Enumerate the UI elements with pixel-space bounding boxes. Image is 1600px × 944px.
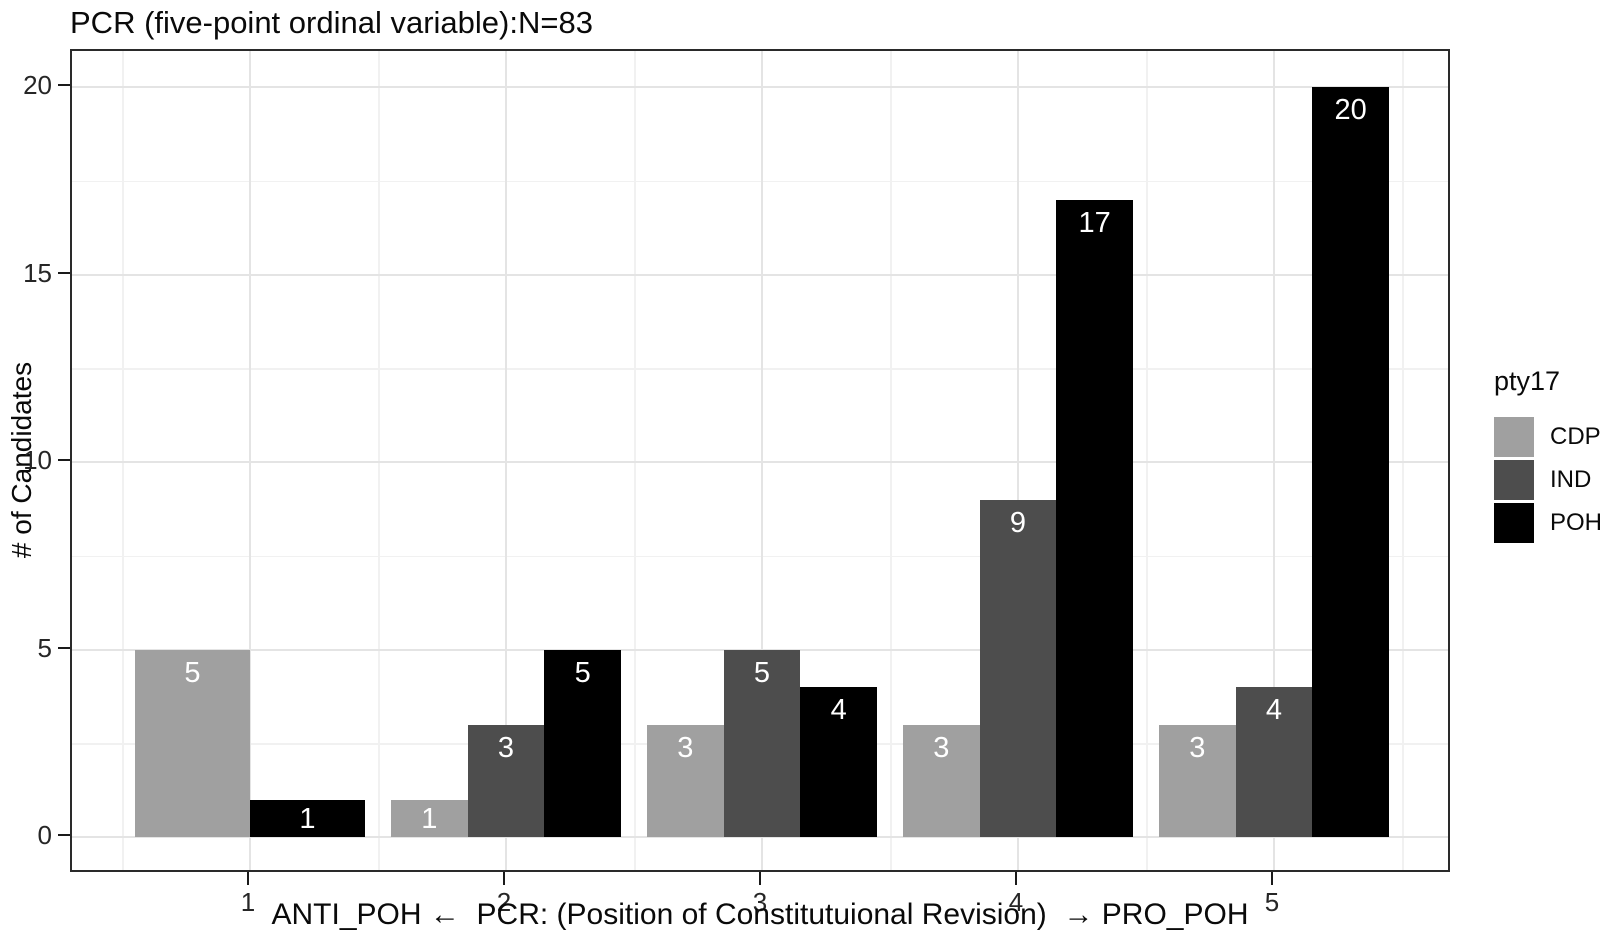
bar-value-label: 17 [1078,206,1111,239]
x-tick-label: 3 [752,887,768,917]
legend-title: pty17 [1494,366,1561,396]
legend-item-ind: IND [1494,460,1600,500]
bar-CDP-x2 [391,799,468,837]
bar-value-label: 3 [677,731,694,764]
x-tick-label: 5 [1264,887,1280,917]
bar-value-label: 5 [753,656,771,689]
bar-IND-x5 [1235,687,1313,837]
bar-CDP-x4 [903,724,980,837]
bar-CDP-x1 [135,649,250,837]
bar-value-label: 3 [933,731,950,764]
bar-value-label: 3 [497,731,515,764]
gridline-x-major [249,51,251,870]
gridline-y-major [72,86,1448,88]
x-tick-label: 1 [240,887,256,917]
bar-value-label: 3 [1189,731,1206,764]
gridline-y-minor [72,368,1448,370]
bar-value-label: 1 [421,803,438,836]
bar-value-label: 5 [184,656,201,689]
y-axis-tick [58,834,70,836]
bar-POH-x2 [544,649,621,837]
y-tick-label: 5 [37,632,52,663]
gridline-y-major [72,461,1448,463]
gridline-x-minor [378,51,380,870]
y-tick-label: 20 [23,70,52,100]
gridline-y-major [72,836,1448,838]
plot-panel: 5 1 1 3 5 3 5 4 3 9 17 3 4 20 [70,49,1450,872]
legend-swatch-ind [1494,460,1534,500]
legend-item-poh: POH [1494,503,1600,543]
gridline-x-major [1017,51,1019,870]
bar-CDP-x5 [1159,724,1236,837]
y-axis-tick [58,459,70,461]
legend-item-cdp: CDP [1494,417,1600,457]
gridline-x-major [1273,51,1275,870]
y-axis-tick [58,646,70,649]
y-tick-label: 0 [37,820,52,850]
x-axis-tick [1015,872,1017,885]
x-axis-tick [503,872,505,885]
x-tick-label: 4 [1008,887,1024,917]
gridline-y-major [72,273,1448,276]
bar-value-label: 4 [1265,694,1283,726]
y-tick-label: 10 [23,445,52,475]
gridline-x-minor [1146,51,1148,870]
y-axis-tick [58,271,70,274]
gridline-y-minor [72,555,1448,558]
y-tick-label: 15 [23,257,52,288]
bar-value-label: 20 [1334,94,1367,126]
x-axis-tick [247,872,249,885]
gridline-x-minor [890,51,892,870]
gridline-x-minor [1402,51,1404,870]
bar-value-label: 5 [574,656,591,689]
bar-POH-x4 [1056,199,1133,837]
gridline-x-minor [634,51,636,870]
bar-value-label: 4 [830,694,847,726]
gridline-x-major [505,51,507,870]
bar-value-label: 9 [1009,506,1027,539]
bar-IND-x3 [723,649,801,837]
x-tick-label: 2 [496,887,512,917]
legend-label: POH [1550,509,1600,536]
bar-POH-x3 [800,687,877,837]
gridline-x-major [761,51,763,870]
legend-label: IND [1550,466,1592,493]
bar-value-label: 1 [299,803,316,836]
bar-IND-x2 [467,724,545,837]
bar-POH-x1 [250,799,365,837]
legend-swatch-cdp [1494,417,1534,457]
bar-IND-x4 [979,499,1057,837]
gridline-x-minor [122,51,124,870]
legend-items: CDP IND POH [1494,417,1600,543]
gridline-y-minor [72,180,1448,183]
x-axis-title: ANTI_POH ← PCR: (Position of Constitutui… [271,898,1249,931]
legend-label: CDP [1550,423,1600,450]
chart-title: PCR (five-point ordinal variable):N=83 [70,5,593,40]
bar-POH-x5 [1312,87,1389,837]
x-axis-tick [1271,872,1273,885]
x-axis-tick [759,872,761,885]
y-axis-tick [58,84,70,86]
legend-swatch-poh [1494,503,1534,543]
bar-CDP-x3 [647,724,724,837]
legend: pty17 CDP IND POH [1494,366,1600,546]
